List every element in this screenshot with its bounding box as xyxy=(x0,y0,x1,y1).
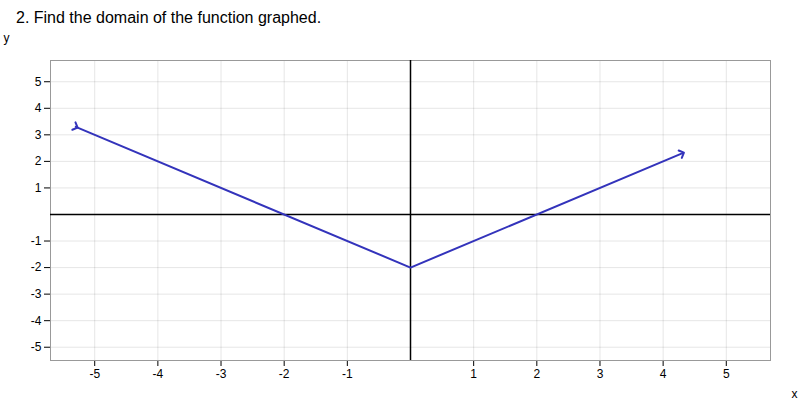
svg-text:1: 1 xyxy=(470,367,477,381)
svg-text:-5: -5 xyxy=(89,367,100,381)
svg-text:-1: -1 xyxy=(31,234,42,248)
svg-text:4: 4 xyxy=(660,367,667,381)
svg-text:3: 3 xyxy=(597,367,604,381)
svg-text:2: 2 xyxy=(533,367,540,381)
svg-text:-2: -2 xyxy=(31,260,42,274)
svg-text:x: x xyxy=(792,387,798,401)
svg-text:-3: -3 xyxy=(31,287,42,301)
html-text:2. Find the domain of the func: 2. Find the domain of the function graph… xyxy=(16,9,322,26)
svg-text:y: y xyxy=(4,31,10,45)
svg-text:3: 3 xyxy=(35,128,42,142)
svg-text:-4: -4 xyxy=(153,367,164,381)
svg-text:-2: -2 xyxy=(279,367,290,381)
svg-text:5: 5 xyxy=(723,367,730,381)
svg-text:1: 1 xyxy=(35,181,42,195)
svg-text:-1: -1 xyxy=(342,367,353,381)
svg-text:4: 4 xyxy=(35,101,42,115)
svg-text:5: 5 xyxy=(35,75,42,89)
svg-text:-4: -4 xyxy=(31,314,42,328)
svg-text:2: 2 xyxy=(35,154,42,168)
svg-text:-5: -5 xyxy=(31,340,42,354)
svg-text:-3: -3 xyxy=(216,367,227,381)
